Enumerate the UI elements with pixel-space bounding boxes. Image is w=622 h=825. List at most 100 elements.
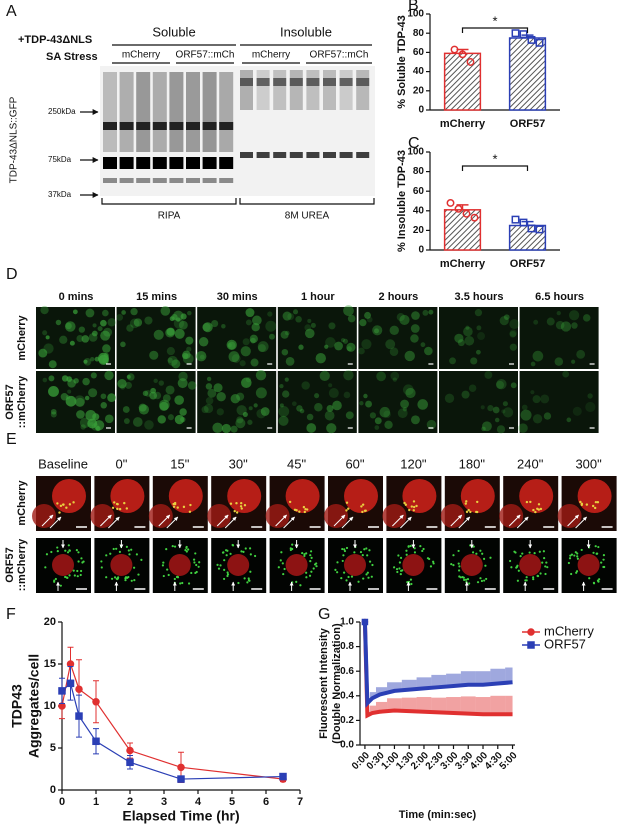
granule xyxy=(336,571,339,574)
granule xyxy=(195,570,198,574)
micrograph xyxy=(439,307,518,369)
cell-signal xyxy=(107,318,116,327)
cell-signal xyxy=(499,316,509,326)
cell-signal xyxy=(546,317,555,326)
granule xyxy=(508,559,512,563)
blot-smear xyxy=(289,70,303,110)
data-point xyxy=(58,687,66,695)
bar xyxy=(508,37,547,111)
granule xyxy=(489,556,492,559)
granule xyxy=(50,550,53,554)
y-tick-label: 60 xyxy=(413,47,425,58)
cell-signal xyxy=(167,414,174,421)
blot-band xyxy=(152,157,167,169)
granule xyxy=(312,567,315,570)
cell-signal xyxy=(216,408,224,416)
x-tick-label: 2 xyxy=(127,796,133,808)
cell-signal xyxy=(555,320,565,330)
arrow xyxy=(166,516,179,529)
granule xyxy=(125,507,129,510)
cell-signal xyxy=(282,390,290,398)
granule xyxy=(185,545,188,549)
y-axis-label: % Soluble TDP-43 xyxy=(396,15,408,109)
error-band xyxy=(387,682,402,691)
cell-signal xyxy=(75,397,85,408)
error-band xyxy=(375,701,388,712)
nucleus xyxy=(285,554,308,576)
error-band xyxy=(505,695,513,715)
cell-signal xyxy=(76,335,84,342)
cell-signal xyxy=(501,409,506,414)
x-tick-label: 1 xyxy=(93,796,99,808)
cell-signal xyxy=(422,309,429,316)
cell-signal xyxy=(198,337,209,347)
arrow xyxy=(275,514,287,527)
granule xyxy=(341,559,344,563)
granule xyxy=(282,572,285,576)
granule xyxy=(343,549,347,553)
granule xyxy=(596,500,600,504)
arrow xyxy=(283,516,295,529)
cell-signal xyxy=(314,393,320,399)
bar xyxy=(443,209,482,251)
granule xyxy=(248,579,251,582)
x-tick-label: 4 xyxy=(195,796,202,808)
blot-band xyxy=(136,157,151,169)
granule xyxy=(342,571,346,574)
cell-signal xyxy=(153,391,162,400)
cell-signal xyxy=(50,411,57,418)
cell-signal xyxy=(158,380,165,386)
cell-signal xyxy=(285,330,290,336)
cell-signal xyxy=(231,354,241,363)
blot-smear xyxy=(273,70,287,110)
granule xyxy=(368,560,372,563)
cell-signal xyxy=(476,325,482,331)
error-band xyxy=(505,667,513,683)
blot-smear xyxy=(136,72,151,152)
data-point xyxy=(466,58,475,66)
granule xyxy=(469,510,472,514)
arrow xyxy=(508,514,521,527)
data-point xyxy=(519,30,528,39)
granule xyxy=(65,506,68,509)
cell-signal xyxy=(260,407,270,416)
granule xyxy=(315,562,318,565)
cell-signal xyxy=(314,402,323,412)
nucleus xyxy=(344,554,366,576)
cell-signal xyxy=(120,341,126,348)
lane-label: ORF57::mCh xyxy=(176,50,235,61)
cell-signal xyxy=(389,347,399,356)
micrograph xyxy=(519,307,599,369)
granule xyxy=(179,582,182,585)
arrow xyxy=(41,514,54,527)
granule xyxy=(528,551,531,554)
granule xyxy=(243,504,247,507)
granule xyxy=(187,582,191,585)
cell-signal xyxy=(299,408,305,414)
cell-signal xyxy=(304,328,315,339)
granule xyxy=(544,572,547,576)
cell-signal xyxy=(494,417,500,423)
granule xyxy=(226,574,229,578)
nucleus xyxy=(402,554,425,576)
granule xyxy=(570,553,574,556)
data-point xyxy=(66,679,75,688)
granule xyxy=(403,501,406,505)
cell-signal xyxy=(100,393,107,400)
cell-signal xyxy=(216,392,226,402)
granule xyxy=(288,500,292,504)
granule xyxy=(476,500,479,504)
cell-signal xyxy=(144,316,153,325)
granule xyxy=(113,576,117,579)
granule xyxy=(109,552,112,555)
error-band xyxy=(416,677,432,689)
granule xyxy=(345,546,349,550)
cell-signal xyxy=(532,350,544,362)
blot-band xyxy=(339,78,353,86)
cell-signal xyxy=(60,393,69,401)
arrow xyxy=(108,516,120,529)
granule xyxy=(79,573,82,577)
granule xyxy=(538,550,541,553)
granule xyxy=(543,557,546,560)
granule xyxy=(399,569,403,572)
